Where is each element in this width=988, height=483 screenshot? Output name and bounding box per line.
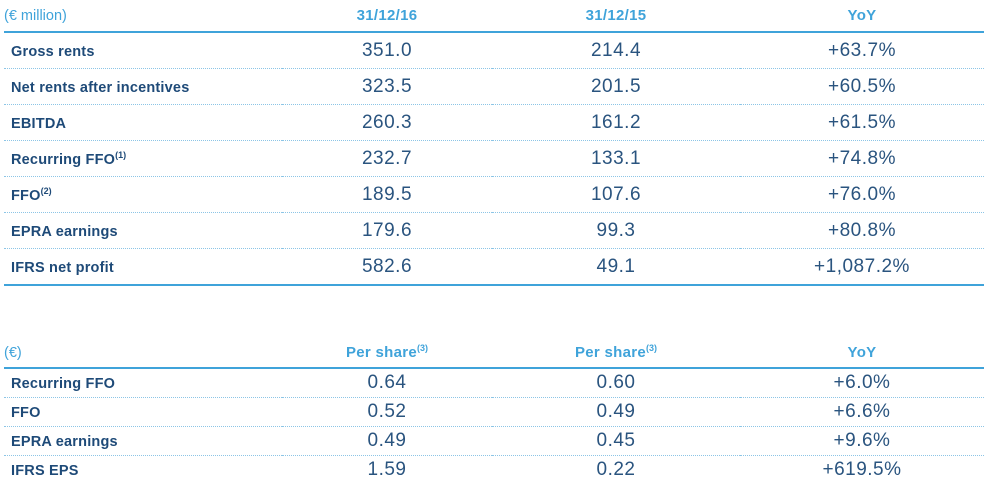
row-label: EPRA earnings (4, 426, 282, 456)
value-2016: 179.6 (282, 212, 492, 249)
table-row-net-rents: Net rents after incentives 323.5 201.5 +… (4, 68, 984, 105)
table-row-recurring-ffo-ps: Recurring FFO 0.64 0.60 +6.0% (4, 368, 984, 398)
unit-label: (€) (4, 343, 282, 369)
header-row: (€ million) 31/12/16 31/12/15 YoY (4, 6, 984, 33)
value-2015: 133.1 (492, 140, 740, 177)
table-row-epra-earnings-ps: EPRA earnings 0.49 0.45 +9.6% (4, 426, 984, 456)
table-row-ebitda: EBITDA 260.3 161.2 +61.5% (4, 104, 984, 141)
column-header-2016: 31/12/16 (282, 6, 492, 33)
value-per-share-2016: 0.64 (282, 368, 492, 398)
value-2016: 351.0 (282, 32, 492, 69)
value-per-share-2015: 0.49 (492, 397, 740, 427)
value-yoy: +63.7% (740, 32, 984, 69)
value-yoy: +60.5% (740, 68, 984, 105)
table-row-ffo-ps: FFO 0.52 0.49 +6.6% (4, 397, 984, 427)
value-per-share-2015: 0.45 (492, 426, 740, 456)
value-2015: 107.6 (492, 176, 740, 213)
value-yoy: +76.0% (740, 176, 984, 213)
value-2016: 260.3 (282, 104, 492, 141)
unit-label: (€ million) (4, 6, 282, 33)
row-label: IFRS net profit (4, 248, 282, 286)
value-per-share-2016: 1.59 (282, 455, 492, 483)
value-2015: 49.1 (492, 248, 740, 286)
row-label: Net rents after incentives (4, 68, 282, 105)
row-label: Recurring FFO(1) (4, 140, 282, 177)
row-label: Recurring FFO (4, 368, 282, 398)
column-header-yoy: YoY (740, 6, 984, 33)
value-2016: 582.6 (282, 248, 492, 286)
value-yoy: +6.6% (740, 397, 984, 427)
table-row-ifrs-net-profit: IFRS net profit 582.6 49.1 +1,087.2% (4, 248, 984, 286)
value-yoy: +619.5% (740, 455, 984, 483)
value-2015: 201.5 (492, 68, 740, 105)
value-per-share-2016: 0.52 (282, 397, 492, 427)
column-header-2015: 31/12/15 (492, 6, 740, 33)
table-row-ifrs-eps: IFRS EPS 1.59 0.22 +619.5% (4, 455, 984, 483)
value-yoy: +80.8% (740, 212, 984, 249)
value-yoy: +74.8% (740, 140, 984, 177)
results-table-per-share: (€) Per share(3) Per share(3) YoY Recurr… (4, 343, 984, 483)
value-per-share-2015: 0.22 (492, 455, 740, 483)
row-label: EBITDA (4, 104, 282, 141)
value-2016: 323.5 (282, 68, 492, 105)
value-2015: 214.4 (492, 32, 740, 69)
column-header-per-share-2016: Per share(3) (282, 343, 492, 369)
value-yoy: +6.0% (740, 368, 984, 398)
value-yoy: +9.6% (740, 426, 984, 456)
row-label: IFRS EPS (4, 455, 282, 483)
table-row-epra-earnings: EPRA earnings 179.6 99.3 +80.8% (4, 212, 984, 249)
value-yoy: +1,087.2% (740, 248, 984, 286)
value-per-share-2015: 0.60 (492, 368, 740, 398)
value-2015: 161.2 (492, 104, 740, 141)
value-2016: 232.7 (282, 140, 492, 177)
row-label: FFO (4, 397, 282, 427)
table-row-ffo: FFO(2) 189.5 107.6 +76.0% (4, 176, 984, 213)
value-2015: 99.3 (492, 212, 740, 249)
table-row-recurring-ffo: Recurring FFO(1) 232.7 133.1 +74.8% (4, 140, 984, 177)
column-header-yoy: YoY (740, 343, 984, 369)
table-row-gross-rents: Gross rents 351.0 214.4 +63.7% (4, 32, 984, 69)
row-label: Gross rents (4, 32, 282, 69)
value-per-share-2016: 0.49 (282, 426, 492, 456)
results-table-millions: (€ million) 31/12/16 31/12/15 YoY Gross … (4, 6, 984, 286)
header-row: (€) Per share(3) Per share(3) YoY (4, 343, 984, 369)
column-header-per-share-2015: Per share(3) (492, 343, 740, 369)
value-2016: 189.5 (282, 176, 492, 213)
value-yoy: +61.5% (740, 104, 984, 141)
row-label: FFO(2) (4, 176, 282, 213)
row-label: EPRA earnings (4, 212, 282, 249)
